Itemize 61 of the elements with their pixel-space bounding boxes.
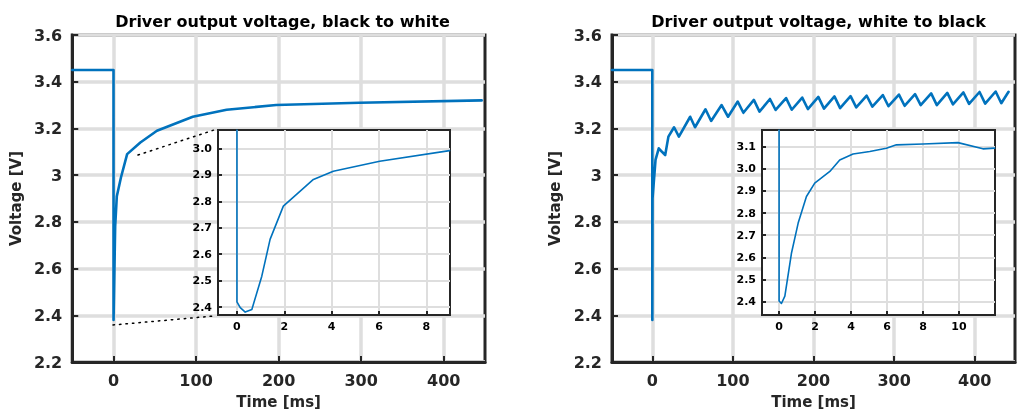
chart-title: Driver output voltage, black to white [115, 11, 450, 31]
x-tick-label: 0 [775, 320, 784, 333]
y-tick-label: 3 [590, 165, 602, 185]
y-tick-label: 2.8 [192, 194, 212, 208]
line-series [610, 68, 1010, 322]
line-series [778, 129, 996, 305]
x-tick-label: 300 [344, 370, 378, 390]
y-tick-label: 3.0 [192, 142, 213, 155]
x-tick-label: 6 [375, 320, 384, 333]
x-tick-label: 200 [796, 370, 831, 390]
x-axis-title: Time [ms] [236, 392, 321, 411]
y-tick-label: 2.8 [33, 212, 63, 232]
x-tick-label: 100 [716, 370, 750, 390]
x-tick-label: 0 [233, 320, 242, 333]
y-tick-label: 2.6 [192, 247, 213, 261]
x-tick-label: 2 [811, 320, 819, 333]
y-tick-label: 3.1 [736, 140, 756, 154]
x-tick-label: 300 [877, 370, 911, 390]
x-tick-label: 6 [883, 320, 892, 333]
x-tick-label: 400 [427, 370, 461, 390]
y-tick-label: 3.6 [33, 25, 63, 45]
x-tick-label: 8 [422, 320, 431, 333]
y-tick-label: 3.2 [33, 118, 63, 138]
y-tick-label: 3.4 [33, 72, 63, 92]
y-tick-label: 3.6 [573, 25, 602, 45]
y-tick-label: 2.4 [192, 300, 213, 314]
y-tick-label: 2.9 [736, 184, 756, 198]
y-tick-label: 2.6 [736, 250, 757, 264]
y-axis-title: Voltage [V] [6, 151, 25, 246]
y-tick-label: 3 [51, 165, 63, 185]
y-tick-label: 2.6 [33, 259, 63, 279]
x-tick-label: 8 [919, 320, 927, 333]
y-tick-label: 2.7 [192, 221, 212, 235]
y-tick-label: 3.0 [736, 162, 757, 176]
y-tick-label: 2.6 [573, 259, 602, 279]
y-tick-label: 3.4 [573, 72, 602, 92]
y-tick-label: 2.4 [573, 305, 602, 325]
y-tick-label: 2.8 [736, 206, 756, 220]
x-tick-label: 0 [107, 370, 120, 390]
x-tick-label: 4 [847, 320, 856, 333]
x-tick-label: 100 [179, 370, 213, 390]
x-tick-label: 2 [280, 320, 289, 333]
x-tick-label: 200 [261, 370, 296, 390]
x-axis-title: Time [ms] [771, 392, 856, 411]
x-tick-label: 400 [958, 370, 992, 390]
y-tick-label: 2.7 [736, 228, 756, 242]
x-tick-label: 0 [646, 370, 658, 390]
y-tick-label: 2.5 [736, 273, 756, 287]
line-series [236, 129, 451, 313]
chart-title: Driver output voltage, white to black [651, 11, 987, 31]
y-tick-label: 2.9 [192, 168, 212, 182]
y-tick-label: 2.4 [33, 305, 63, 325]
y-tick-label: 2.5 [192, 274, 212, 288]
y-tick-label: 2.8 [573, 212, 602, 232]
x-tick-label: 4 [327, 320, 336, 333]
y-tick-label: 3.2 [573, 118, 602, 138]
y-tick-label: 2.4 [736, 295, 757, 309]
y-tick-label: 2.2 [33, 352, 63, 372]
y-axis-title: Voltage [V] [546, 151, 565, 246]
y-tick-label: 2.2 [573, 352, 602, 372]
x-tick-label: 10 [951, 320, 968, 333]
